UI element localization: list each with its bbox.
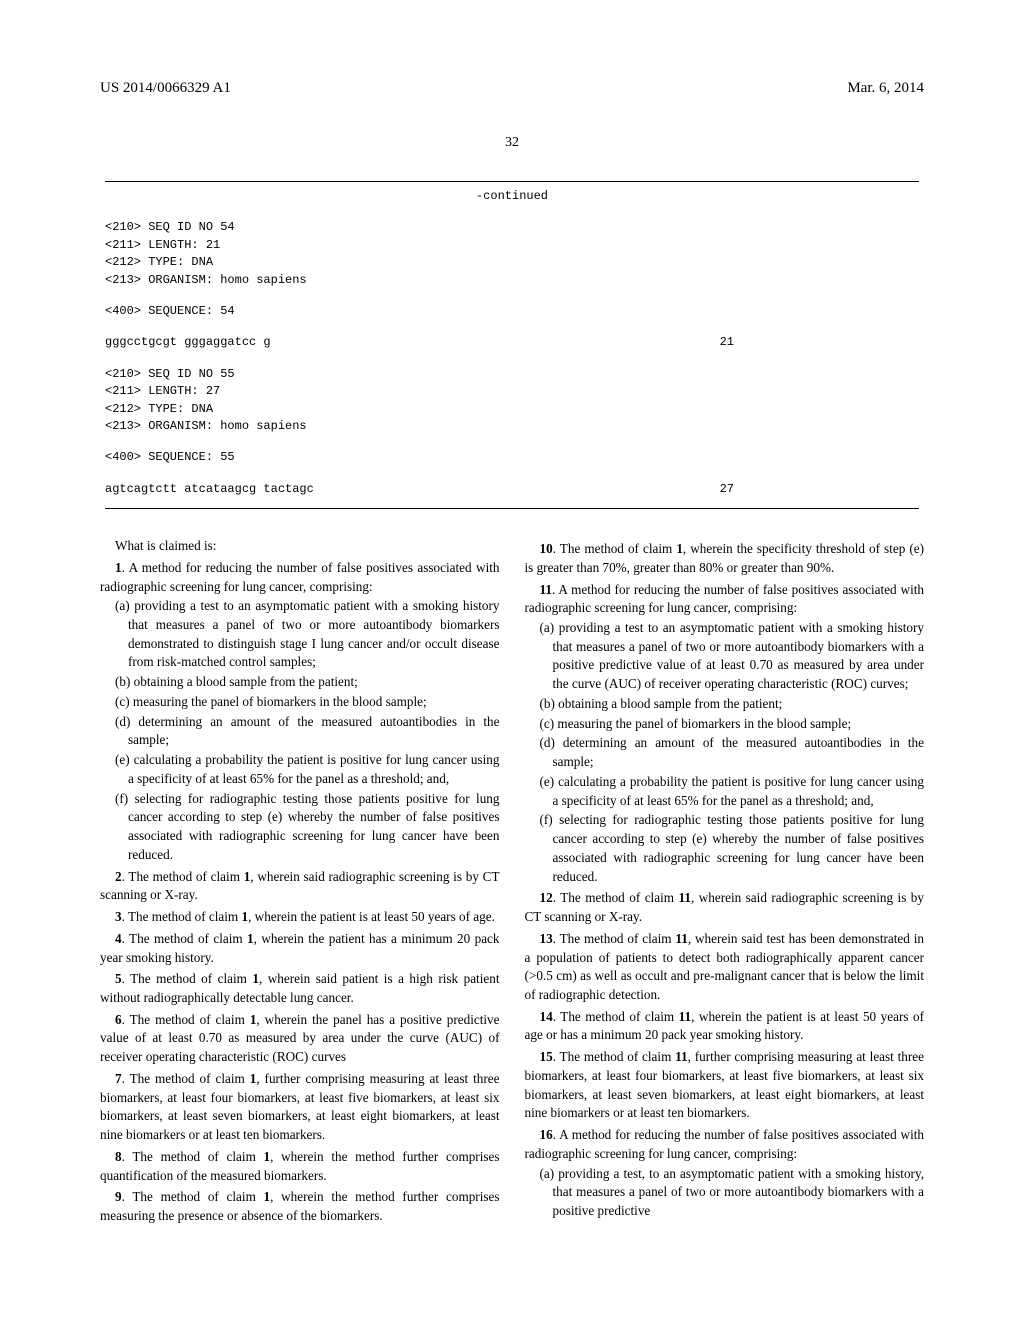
sequence-data: gggcctgcgt gggaggatcc g [105, 334, 271, 351]
sequence-entry: <210> SEQ ID NO 54<211> LENGTH: 21<212> … [105, 219, 919, 289]
claim-text-a: . The method of claim [553, 931, 676, 946]
claim: 2. The method of claim 1, wherein said r… [100, 868, 500, 905]
claim-sub-item: (b) obtaining a blood sample from the pa… [100, 673, 500, 692]
claim-number: 8 [115, 1149, 122, 1164]
claim-sub-item: (c) measuring the panel of biomarkers in… [525, 715, 925, 734]
claim-sub-item: (e) calculating a probability the patien… [525, 773, 925, 810]
sequence-length: 27 [720, 481, 734, 498]
claim-sub-item: (f) selecting for radiographic testing t… [525, 811, 925, 886]
claim-number: 13 [540, 931, 553, 946]
claim: 12. The method of claim 11, wherein said… [525, 889, 925, 926]
claim-number: 12 [540, 890, 553, 905]
left-column: What is claimed is: 1. A method for redu… [100, 537, 500, 1226]
claim-text-a: . The method of claim [122, 1012, 250, 1027]
doc-number: US 2014/0066329 A1 [100, 80, 231, 97]
sequence-line: <211> LENGTH: 27 [105, 383, 919, 400]
claim-number: 15 [540, 1049, 553, 1064]
claim-ref: 1 [676, 541, 683, 556]
claim-number: 6 [115, 1012, 122, 1027]
claim-text-a: . The method of claim [122, 909, 242, 924]
claim: 11. A method for reducing the number of … [525, 581, 925, 618]
claim-number: 3 [115, 909, 122, 924]
claim-sub-item: (b) obtaining a blood sample from the pa… [525, 695, 925, 714]
claim-text-a: . The method of claim [122, 869, 244, 884]
claim-sub-item: (a) providing a test, to an asymptomatic… [525, 1165, 925, 1221]
claim: 7. The method of claim 1, further compri… [100, 1070, 500, 1145]
claim-text: . A method for reducing the number of fa… [525, 582, 925, 616]
claim-sub-item: (c) measuring the panel of biomarkers in… [100, 693, 500, 712]
claim: 8. The method of claim 1, wherein the me… [100, 1148, 500, 1185]
claim: 15. The method of claim 11, further comp… [525, 1048, 925, 1123]
claim: 1. A method for reducing the number of f… [100, 559, 500, 596]
claim: 10. The method of claim 1, wherein the s… [525, 540, 925, 577]
sequence-length: 21 [720, 334, 734, 351]
claim-sub-item: (d) determining an amount of the measure… [100, 713, 500, 750]
claim-text-a: . The method of claim [553, 890, 679, 905]
sequence-data-row: agtcagtctt atcataagcg tactagc 27 [105, 481, 919, 498]
claim: 16. A method for reducing the number of … [525, 1126, 925, 1163]
claim-text-a: . The method of claim [122, 1071, 250, 1086]
claim-text-a: . The method of claim [553, 1049, 675, 1064]
claim-text-b: , wherein the patient is at least 50 yea… [248, 909, 495, 924]
sequence-data: agtcagtctt atcataagcg tactagc [105, 481, 314, 498]
claim-text-a: . The method of claim [122, 1189, 264, 1204]
claim-sub-item: (f) selecting for radiographic testing t… [100, 790, 500, 865]
claim-text-a: . The method of claim [122, 971, 253, 986]
sequence-listing: -continued <210> SEQ ID NO 54<211> LENGT… [105, 181, 919, 509]
what-is-claimed: What is claimed is: [100, 537, 500, 556]
claim: 4. The method of claim 1, wherein the pa… [100, 930, 500, 967]
page-number: 32 [100, 135, 924, 151]
claim: 14. The method of claim 11, wherein the … [525, 1008, 925, 1045]
continued-label: -continued [105, 188, 919, 205]
claim-number: 11 [540, 582, 552, 597]
sequence-line: <400> SEQUENCE: 55 [105, 449, 919, 466]
claim-number: 5 [115, 971, 122, 986]
sequence-entry: <400> SEQUENCE: 55 [105, 449, 919, 466]
sequence-line: <212> TYPE: DNA [105, 401, 919, 418]
claim: 13. The method of claim 11, wherein said… [525, 930, 925, 1005]
claim-ref: 11 [679, 1009, 691, 1024]
claim-text-a: . The method of claim [122, 1149, 264, 1164]
sequence-line: <210> SEQ ID NO 55 [105, 366, 919, 383]
sequence-line: <213> ORGANISM: homo sapiens [105, 272, 919, 289]
claim-ref: 11 [675, 931, 687, 946]
claim-number: 10 [540, 541, 553, 556]
claim: 5. The method of claim 1, wherein said p… [100, 970, 500, 1007]
claim-number: 7 [115, 1071, 122, 1086]
claims-columns: What is claimed is: 1. A method for redu… [100, 537, 924, 1226]
sequence-line: <400> SEQUENCE: 54 [105, 303, 919, 320]
claim-sub-item: (e) calculating a probability the patien… [100, 751, 500, 788]
claim-number: 9 [115, 1189, 122, 1204]
claim-text: . A method for reducing the number of fa… [525, 1127, 925, 1161]
claim-sub-item: (a) providing a test to an asymptomatic … [525, 619, 925, 694]
claim: 6. The method of claim 1, wherein the pa… [100, 1011, 500, 1067]
claim-text-a: . The method of claim [553, 1009, 679, 1024]
claim-number: 4 [115, 931, 122, 946]
claim-text-a: . The method of claim [122, 931, 247, 946]
claim-ref: 1 [247, 931, 254, 946]
sequence-data-row: gggcctgcgt gggaggatcc g 21 [105, 334, 919, 351]
right-column: 10. The method of claim 1, wherein the s… [525, 537, 925, 1226]
claim-text-a: . The method of claim [553, 541, 677, 556]
claim-number: 1 [115, 560, 122, 575]
sequence-entry: <210> SEQ ID NO 55<211> LENGTH: 27<212> … [105, 366, 919, 436]
sequence-line: <212> TYPE: DNA [105, 254, 919, 271]
sequence-line: <213> ORGANISM: homo sapiens [105, 418, 919, 435]
sequence-entry: <400> SEQUENCE: 54 [105, 303, 919, 320]
claim-number: 14 [540, 1009, 553, 1024]
sequence-line: <211> LENGTH: 21 [105, 237, 919, 254]
publication-date: Mar. 6, 2014 [847, 80, 924, 97]
claim-ref: 11 [678, 890, 690, 905]
claim-ref: 1 [252, 971, 259, 986]
claim-number: 2 [115, 869, 122, 884]
claim: 3. The method of claim 1, wherein the pa… [100, 908, 500, 927]
claim-number: 16 [540, 1127, 553, 1142]
page-header: US 2014/0066329 A1 Mar. 6, 2014 [100, 80, 924, 97]
claim-sub-item: (d) determining an amount of the measure… [525, 734, 925, 771]
claim: 9. The method of claim 1, wherein the me… [100, 1188, 500, 1225]
claim-text: . A method for reducing the number of fa… [100, 560, 500, 594]
claim-ref: 11 [675, 1049, 687, 1064]
sequence-line: <210> SEQ ID NO 54 [105, 219, 919, 236]
claim-sub-item: (a) providing a test to an asymptomatic … [100, 597, 500, 672]
